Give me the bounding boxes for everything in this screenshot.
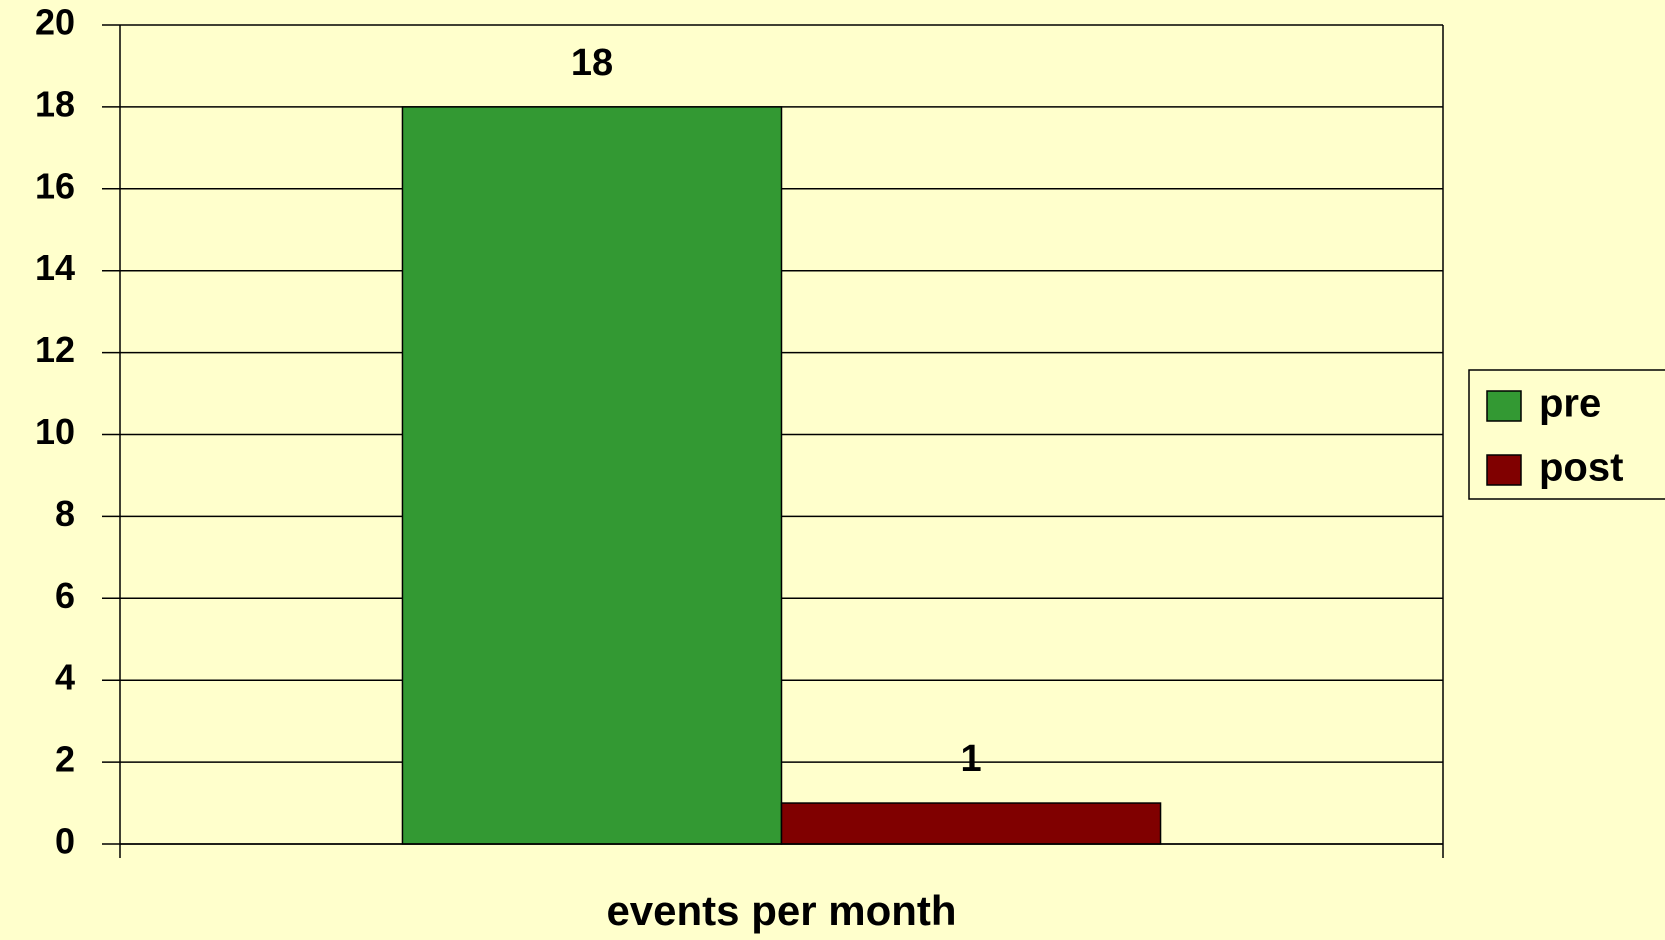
y-tick-label: 6 [55,575,75,616]
y-tick-label: 18 [35,83,75,124]
legend-swatch [1486,390,1522,422]
y-tick-label: 8 [55,493,75,534]
bar [401,106,783,845]
y-tick-label: 14 [35,247,75,288]
y-tick-label: 20 [35,2,75,43]
y-tick-label: 16 [35,165,75,206]
legend-label: post [1539,446,1623,490]
value-label: 1 [960,738,981,780]
y-tick-label: 12 [35,329,75,370]
y-tick-label: 0 [55,821,75,862]
value-label: 18 [571,42,613,84]
y-tick-label: 2 [55,739,75,780]
legend-label: pre [1539,382,1601,426]
y-tick-label: 4 [55,657,75,698]
x-tick-label: events per month [606,887,956,934]
legend-swatch [1486,454,1522,486]
bar [780,802,1162,845]
y-tick-label: 10 [35,411,75,452]
